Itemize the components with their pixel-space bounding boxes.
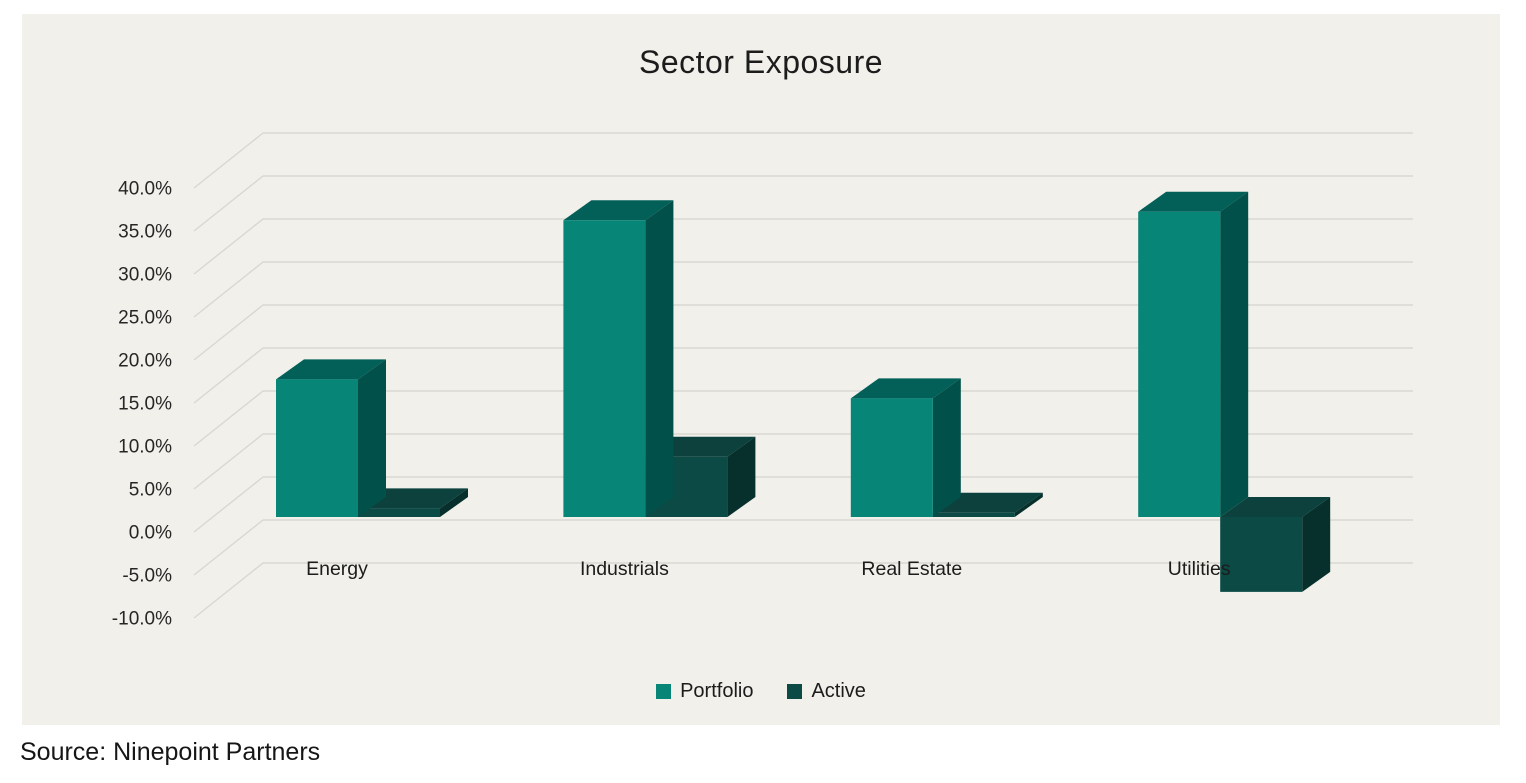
gridline [193, 261, 1413, 318]
gridline [193, 562, 1413, 619]
legend-label-active: Active [811, 680, 866, 702]
gridline [193, 433, 1413, 490]
bar-portfolio-real-estate-top-face [850, 378, 961, 399]
bar-portfolio-energy [276, 359, 386, 517]
chart-plot: 40.0% 35.0% 30.0% 25.0% 20.0% 15.0% 10.0% 5.0% 0… [112, 132, 1413, 630]
y-tick-label: 10.0% [118, 437, 172, 458]
bar-portfolio-energy-front-face [276, 379, 358, 517]
legend-item-active: Active [787, 680, 866, 703]
bar-portfolio-energy-side-face [358, 359, 386, 517]
bar-portfolio-utilities-front-face [1138, 211, 1221, 517]
bar-portfolio-real-estate [850, 378, 961, 517]
chart-title: Sector Exposure [638, 44, 884, 80]
y-tick-label: 25.0% [118, 308, 172, 329]
bar-portfolio-industrials [563, 200, 674, 518]
legend-swatch-active [787, 684, 803, 699]
bar-portfolio-real-estate-front-face [850, 398, 933, 517]
legend-swatch-portfolio [656, 684, 672, 699]
bar-active-energy [358, 488, 468, 517]
gridline [193, 390, 1413, 447]
y-tick-label: 0.0% [129, 523, 172, 544]
y-tick-label: 40.0% [118, 179, 172, 200]
bar-portfolio-real-estate-side-face [932, 378, 961, 517]
bar-portfolio-utilities-side-face [1220, 191, 1249, 517]
y-tick-label: 5.0% [129, 480, 172, 501]
gridline [193, 476, 1413, 533]
bar-active-energy-front-face [358, 508, 440, 517]
y-tick-label: -10.0% [112, 609, 172, 630]
bar-portfolio-industrials-front-face [563, 220, 646, 518]
category-label-energy: Energy [306, 558, 368, 580]
bar-active-real-estate-front-face [932, 512, 1015, 517]
gridline [193, 347, 1413, 404]
bar-portfolio-utilities [1138, 191, 1249, 517]
y-tick-label: 15.0% [118, 394, 172, 415]
y-tick-label: -5.0% [122, 566, 172, 587]
gridline [193, 519, 1413, 576]
legend-item-portfolio: Portfolio [656, 680, 753, 703]
y-tick-label: 30.0% [118, 265, 172, 286]
category-label-utilities: Utilities [1168, 558, 1231, 580]
bar-active-utilities-front-face [1220, 517, 1303, 592]
legend-label-portfolio: Portfolio [680, 680, 754, 702]
bar-active-real-estate [932, 492, 1043, 517]
bar-active-utilities-side-face [1302, 497, 1331, 592]
bar-active-utilities-top-face [1220, 497, 1331, 517]
bar-portfolio-energy-top-face [276, 359, 386, 380]
gridline [193, 132, 1413, 189]
chart-area: 40.0% 35.0% 30.0% 25.0% 20.0% 15.0% 10.0% 5.0% 0… [22, 14, 1500, 725]
gridline [193, 175, 1413, 232]
y-tick-label: 35.0% [118, 222, 172, 243]
category-label-real-estate: Real Estate [861, 558, 962, 580]
bar-portfolio-utilities-top-face [1138, 191, 1249, 212]
legend: Portfolio Active [22, 680, 1500, 703]
bar-active-industrials-side-face [727, 436, 756, 517]
bar-portfolio-industrials-side-face [645, 200, 674, 518]
bar-active-real-estate-top-face [932, 492, 1043, 513]
y-tick-label: 20.0% [118, 351, 172, 372]
category-label-industrials: Industrials [580, 558, 669, 580]
bar-active-energy-side-face [440, 488, 468, 517]
bar-active-utilities [1220, 497, 1331, 592]
gridline [193, 304, 1413, 361]
gridline [193, 218, 1413, 275]
source-text: Source: Ninepoint Partners [20, 738, 321, 766]
bar-active-real-estate-side-face [1014, 492, 1043, 517]
bar-portfolio-industrials-top-face [563, 200, 674, 221]
